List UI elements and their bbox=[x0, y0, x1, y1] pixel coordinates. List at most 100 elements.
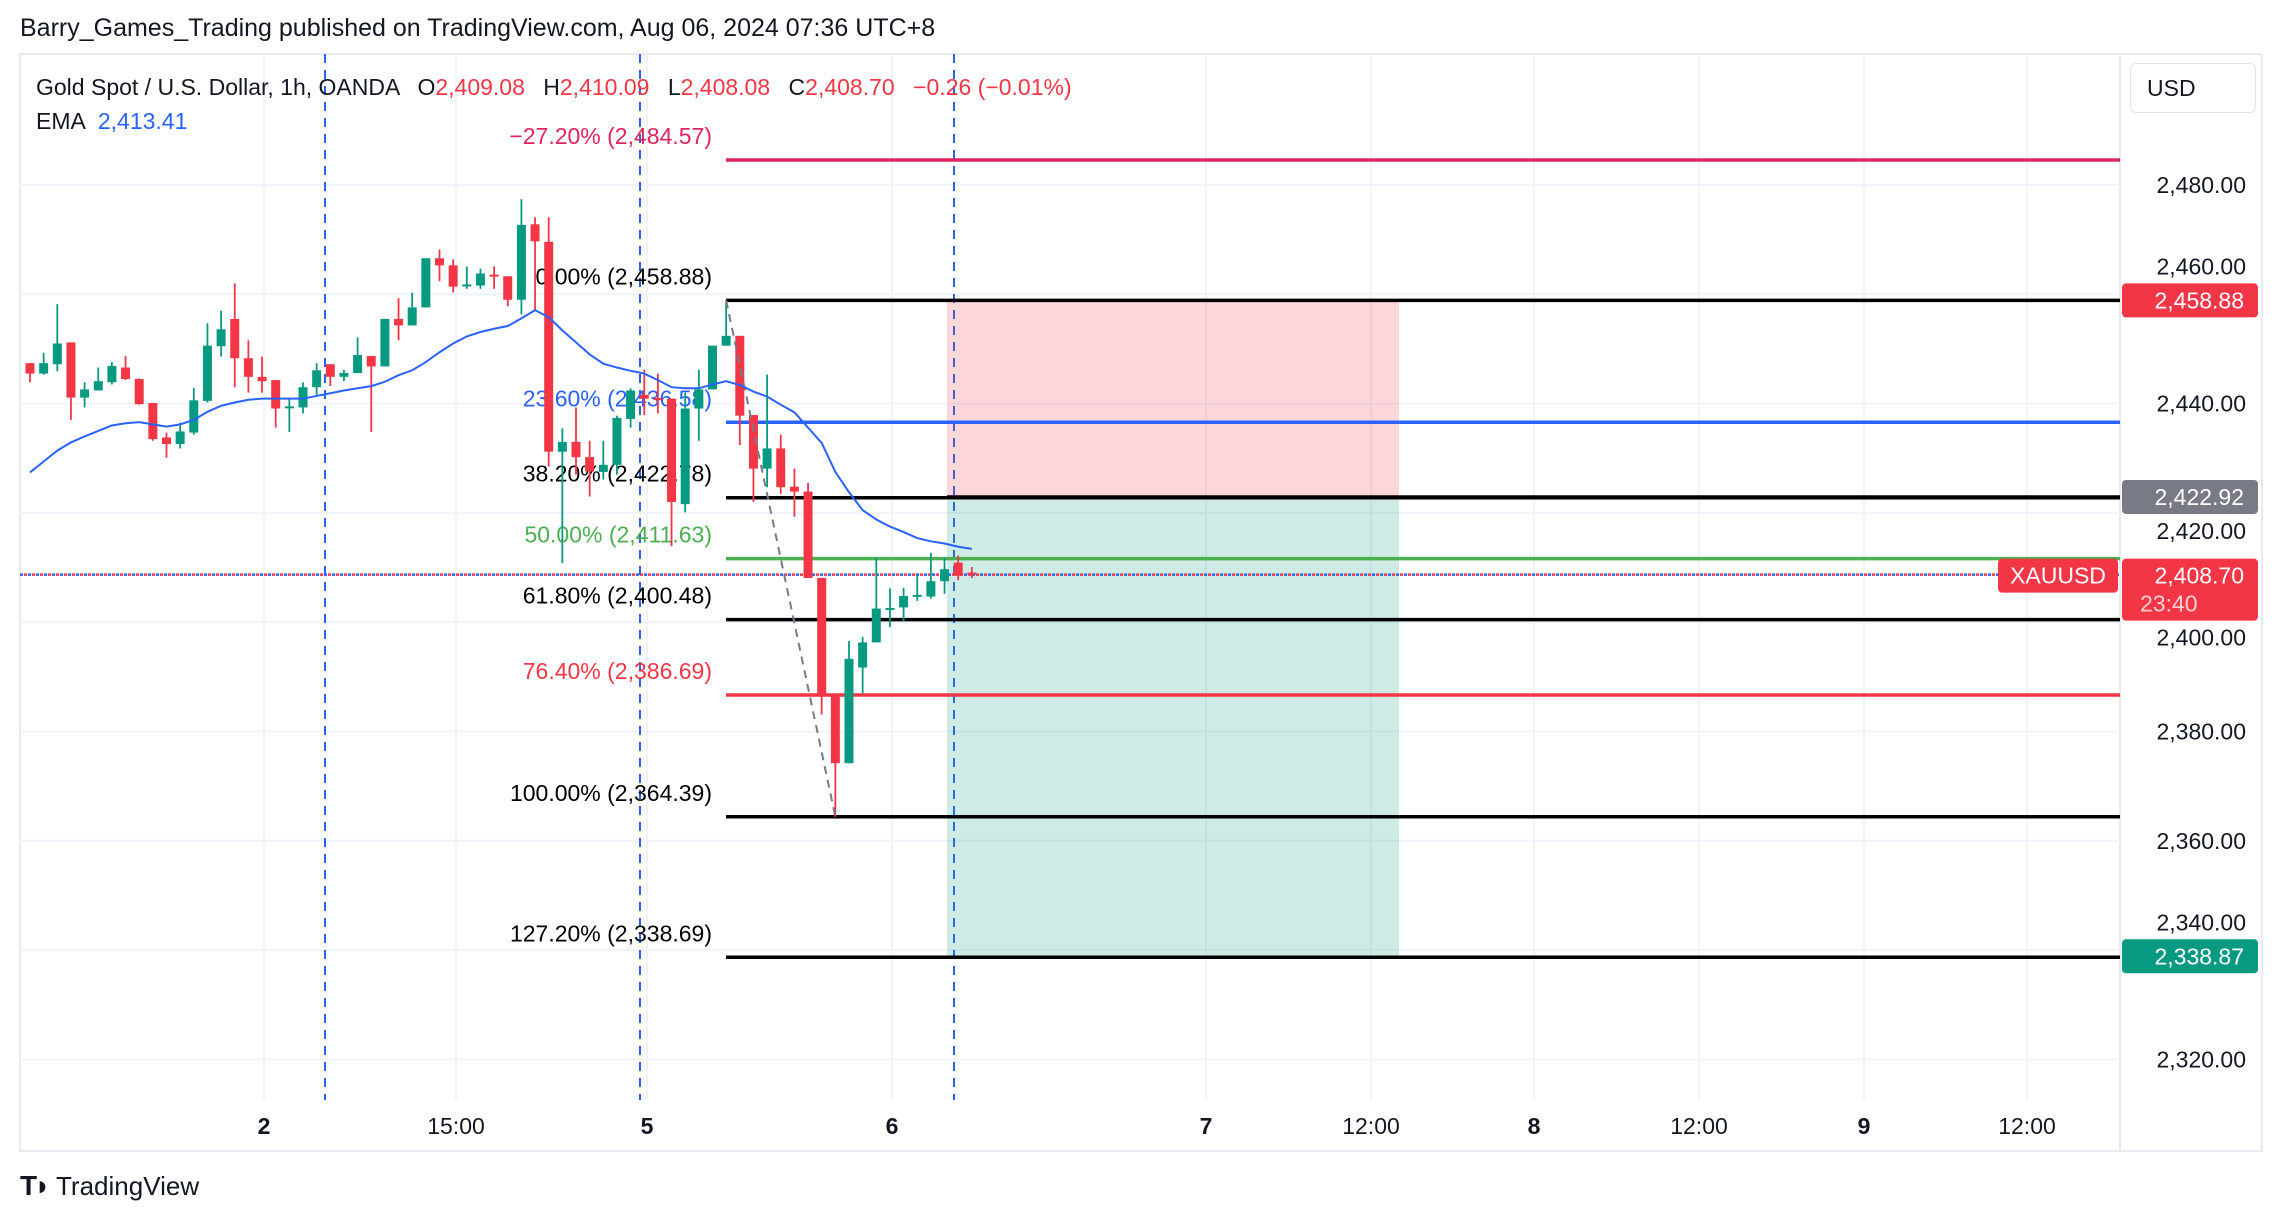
ema-label: EMA bbox=[36, 108, 86, 134]
candle-body bbox=[885, 607, 895, 610]
candle-body bbox=[721, 335, 731, 346]
candle bbox=[776, 434, 786, 494]
candle-body bbox=[257, 376, 267, 382]
symbol-legend[interactable]: Gold Spot / U.S. Dollar, 1h, OANDA O 2,40… bbox=[36, 70, 1072, 104]
candle bbox=[571, 407, 581, 475]
x-tick-label: 7 bbox=[1200, 1113, 1213, 1139]
candle bbox=[953, 555, 963, 581]
candle bbox=[885, 588, 895, 628]
candle-body bbox=[803, 491, 813, 578]
candle-body bbox=[953, 562, 963, 576]
x-tick-label: 5 bbox=[641, 1113, 654, 1139]
fib-level-label: 76.40% (2,386.69) bbox=[523, 658, 712, 684]
candle bbox=[858, 636, 868, 694]
open-label: O bbox=[417, 74, 436, 100]
candle bbox=[735, 335, 745, 446]
candle-body bbox=[667, 398, 677, 502]
fib-level-label: 61.80% (2,400.48) bbox=[523, 583, 712, 609]
candle bbox=[257, 356, 267, 393]
y-tick-label: 2,380.00 bbox=[2156, 719, 2246, 745]
candle bbox=[175, 422, 185, 449]
candle-body bbox=[230, 318, 240, 359]
candle-body bbox=[394, 318, 404, 326]
candle bbox=[353, 337, 363, 373]
fib-level-label: 50.00% (2,411.63) bbox=[524, 522, 712, 548]
candle-body bbox=[871, 608, 881, 643]
fib-level-label: 0.00% (2,458.88) bbox=[536, 263, 712, 289]
candle-body bbox=[830, 693, 840, 764]
candle bbox=[694, 369, 704, 441]
x-tick-label: 12:00 bbox=[1670, 1113, 1728, 1139]
candle bbox=[230, 283, 240, 388]
candle bbox=[66, 342, 76, 420]
candle bbox=[899, 587, 909, 622]
candle-body bbox=[844, 658, 854, 764]
x-tick-label: 2 bbox=[258, 1113, 271, 1139]
candle-body bbox=[858, 642, 868, 668]
candle bbox=[926, 552, 936, 599]
candle bbox=[871, 557, 881, 643]
price-badge-text: 2,458.88 bbox=[2154, 287, 2244, 313]
fib-level-label: 23.60% (2,436.58) bbox=[523, 385, 712, 411]
candle bbox=[52, 304, 62, 372]
symbol-name: Gold Spot / U.S. Dollar, 1h, OANDA bbox=[36, 74, 400, 100]
candle bbox=[639, 369, 649, 416]
candle-body bbox=[626, 390, 636, 419]
candle-body bbox=[312, 370, 322, 388]
y-tick-label: 2,460.00 bbox=[2156, 253, 2246, 279]
candle-body bbox=[243, 358, 253, 377]
candle bbox=[339, 369, 349, 382]
candle-body bbox=[325, 364, 335, 377]
candle-body bbox=[475, 273, 485, 286]
candle-body bbox=[435, 258, 444, 266]
ema-value: 2,413.41 bbox=[97, 108, 188, 134]
candle-body bbox=[926, 581, 936, 597]
candle bbox=[462, 266, 472, 289]
footer-brand: T◗ TradingView bbox=[20, 1170, 199, 1202]
candle bbox=[830, 693, 840, 817]
low-label: L bbox=[667, 74, 681, 100]
candle-body bbox=[448, 265, 458, 287]
y-tick-label: 2,320.00 bbox=[2156, 1046, 2246, 1072]
candle bbox=[489, 266, 499, 289]
candle bbox=[202, 323, 212, 403]
candle-body bbox=[612, 417, 622, 465]
candle bbox=[557, 428, 567, 564]
candle-body bbox=[52, 343, 62, 365]
ema-legend[interactable]: EMA 2,413.41 bbox=[36, 104, 1072, 138]
candle bbox=[162, 432, 171, 458]
candle bbox=[271, 380, 281, 428]
x-tick-label: 9 bbox=[1858, 1113, 1871, 1139]
price-badge bbox=[2122, 283, 2258, 318]
candle-body bbox=[639, 394, 649, 399]
close-value: 2,408.70 bbox=[805, 74, 895, 100]
candle-body bbox=[571, 441, 581, 458]
candle bbox=[516, 199, 526, 315]
close-label: C bbox=[788, 74, 806, 100]
chart-frame bbox=[19, 53, 2263, 1152]
candle bbox=[530, 217, 540, 311]
candle-body bbox=[202, 345, 212, 401]
currency-button[interactable]: USD bbox=[2130, 63, 2256, 113]
candle bbox=[325, 364, 335, 387]
candle bbox=[394, 298, 404, 341]
candle-body bbox=[762, 448, 772, 469]
candle-body bbox=[175, 431, 185, 445]
candle-body bbox=[407, 307, 417, 326]
candle bbox=[39, 352, 49, 375]
candle-body bbox=[557, 441, 567, 452]
ema-line bbox=[29, 309, 973, 550]
candle-body bbox=[271, 380, 281, 409]
candle bbox=[380, 318, 390, 367]
price-badge-text: 2,338.87 bbox=[2154, 943, 2244, 969]
candle bbox=[544, 217, 554, 467]
candle-body bbox=[899, 595, 909, 608]
candle bbox=[912, 575, 922, 601]
x-tick-label: 15:00 bbox=[427, 1113, 485, 1139]
candle-body bbox=[339, 372, 349, 377]
candle-body bbox=[735, 335, 745, 416]
candle bbox=[680, 392, 690, 513]
chart-legend: Gold Spot / U.S. Dollar, 1h, OANDA O 2,40… bbox=[36, 70, 1072, 138]
candle-body bbox=[912, 594, 922, 597]
